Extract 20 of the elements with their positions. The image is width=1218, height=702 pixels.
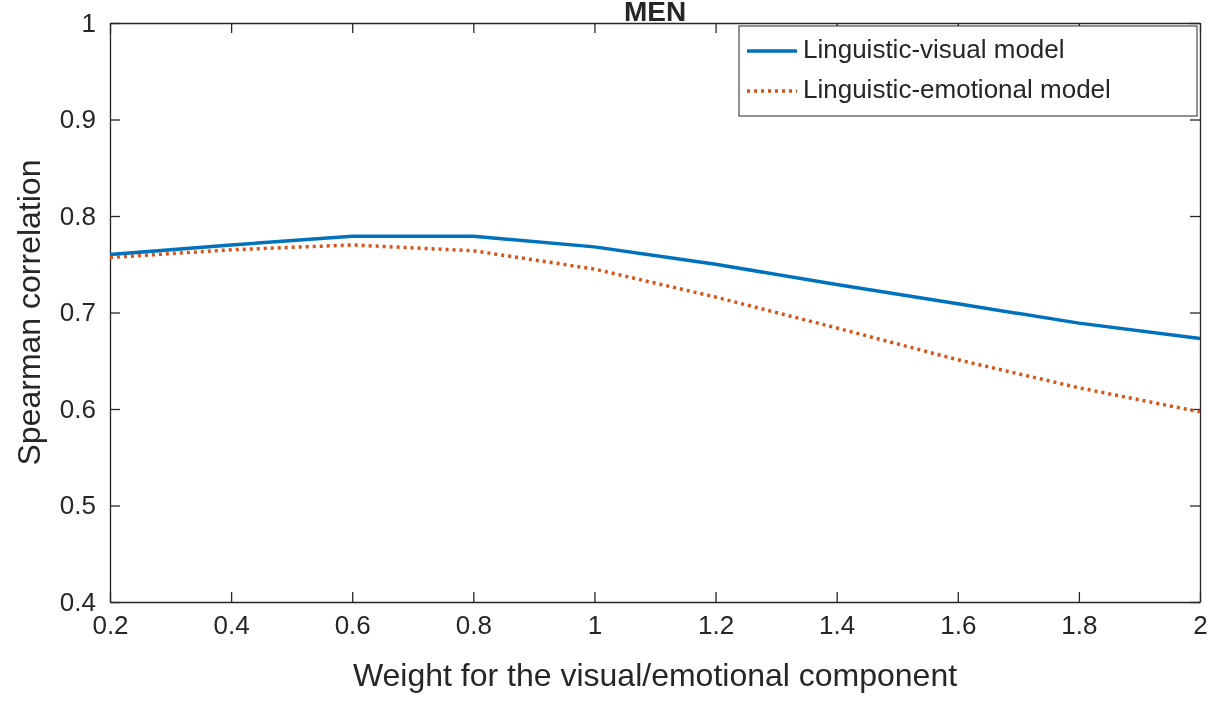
x-tick-label: 1.2 (697, 610, 735, 641)
x-tick-label: 1.6 (940, 610, 977, 641)
y-tick-label: 0.7 (59, 297, 96, 328)
x-tick-label: 1 (587, 610, 603, 641)
y-tick-label: 0.8 (59, 200, 96, 231)
x-tick-label: 0.4 (213, 610, 250, 641)
x-axis-title: Weight for the visual/emotional component (352, 657, 958, 693)
y-axis-title: Spearman correlation (11, 159, 47, 466)
x-tick-label: 0.8 (455, 610, 492, 641)
x-tick-label: 2 (1193, 610, 1208, 641)
x-tick-label: 0.6 (334, 610, 371, 641)
y-tick-label: 0.5 (59, 490, 96, 521)
x-tick-label: 1.8 (1061, 610, 1098, 641)
chart-title: MEN (623, 0, 687, 28)
y-tick-label: 0.9 (59, 104, 96, 135)
y-tick-label: 0.6 (59, 393, 96, 424)
legend-label: Linguistic-emotional model (803, 73, 1111, 104)
x-tick-label: 1.4 (819, 610, 856, 641)
legend-label: Linguistic-visual model (803, 33, 1065, 64)
y-tick-label: 1 (81, 7, 96, 38)
